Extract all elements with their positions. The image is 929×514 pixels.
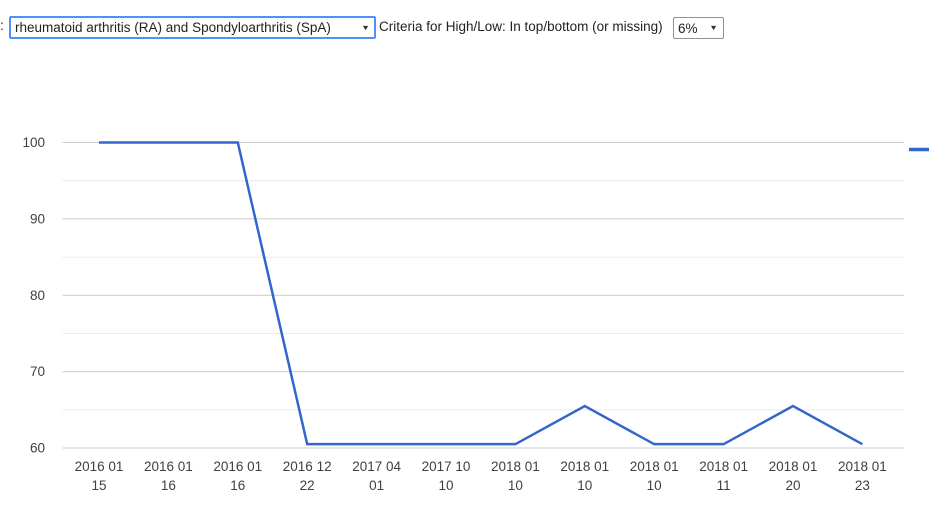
y-axis-tick-label: 60	[30, 441, 45, 456]
x-axis-tick-label: 2017 04 01	[352, 459, 401, 493]
line-chart: 60 70 80 90 100 2016 01 15 2016 01 16 2016 01 16 20…	[0, 100, 929, 509]
x-axis-tick-label: 2018 01 10	[491, 459, 540, 493]
percent-select[interactable]: 6%	[673, 17, 724, 39]
disease-select[interactable]: rheumatoid arthritis (RA) and Spondyloar…	[9, 16, 376, 39]
x-axis-tick-label: 2018 01 20	[769, 459, 818, 493]
x-axis-tick-label: 2016 01 16	[213, 459, 262, 493]
x-axis-tick-label: 2018 01 11	[699, 459, 748, 493]
x-axis-tick-label: 2016 12 22	[283, 459, 332, 493]
criteria-label: Criteria for High/Low: In top/bottom (or…	[379, 19, 663, 34]
y-axis-tick-label: 70	[30, 364, 45, 379]
series-line[interactable]	[99, 141, 864, 446]
disease-select-wrap: rheumatoid arthritis (RA) and Spondyloar…	[9, 16, 376, 39]
x-axis-tick-label: 2016 01 16	[144, 459, 193, 493]
percent-select-wrap: 6% ▼	[673, 17, 724, 39]
truncated-label-colon: :	[0, 17, 4, 33]
x-axis-tick-label: 2018 01 10	[630, 459, 679, 493]
x-axis-tick-label: 2018 01 23	[838, 459, 887, 493]
x-axis-tick-label: 2017 10 10	[422, 459, 471, 493]
x-axis-tick-label: 2018 01 10	[560, 459, 609, 493]
y-axis-tick-label: 100	[22, 135, 45, 150]
y-axis-tick-label: 90	[30, 211, 45, 226]
line-chart-svg: 60 70 80 90 100 2016 01 15 2016 01 16 2016 01 16 20…	[22, 135, 929, 493]
y-axis-tick-label: 80	[30, 288, 45, 303]
x-axis-tick-label: 2016 01 15	[75, 459, 124, 493]
